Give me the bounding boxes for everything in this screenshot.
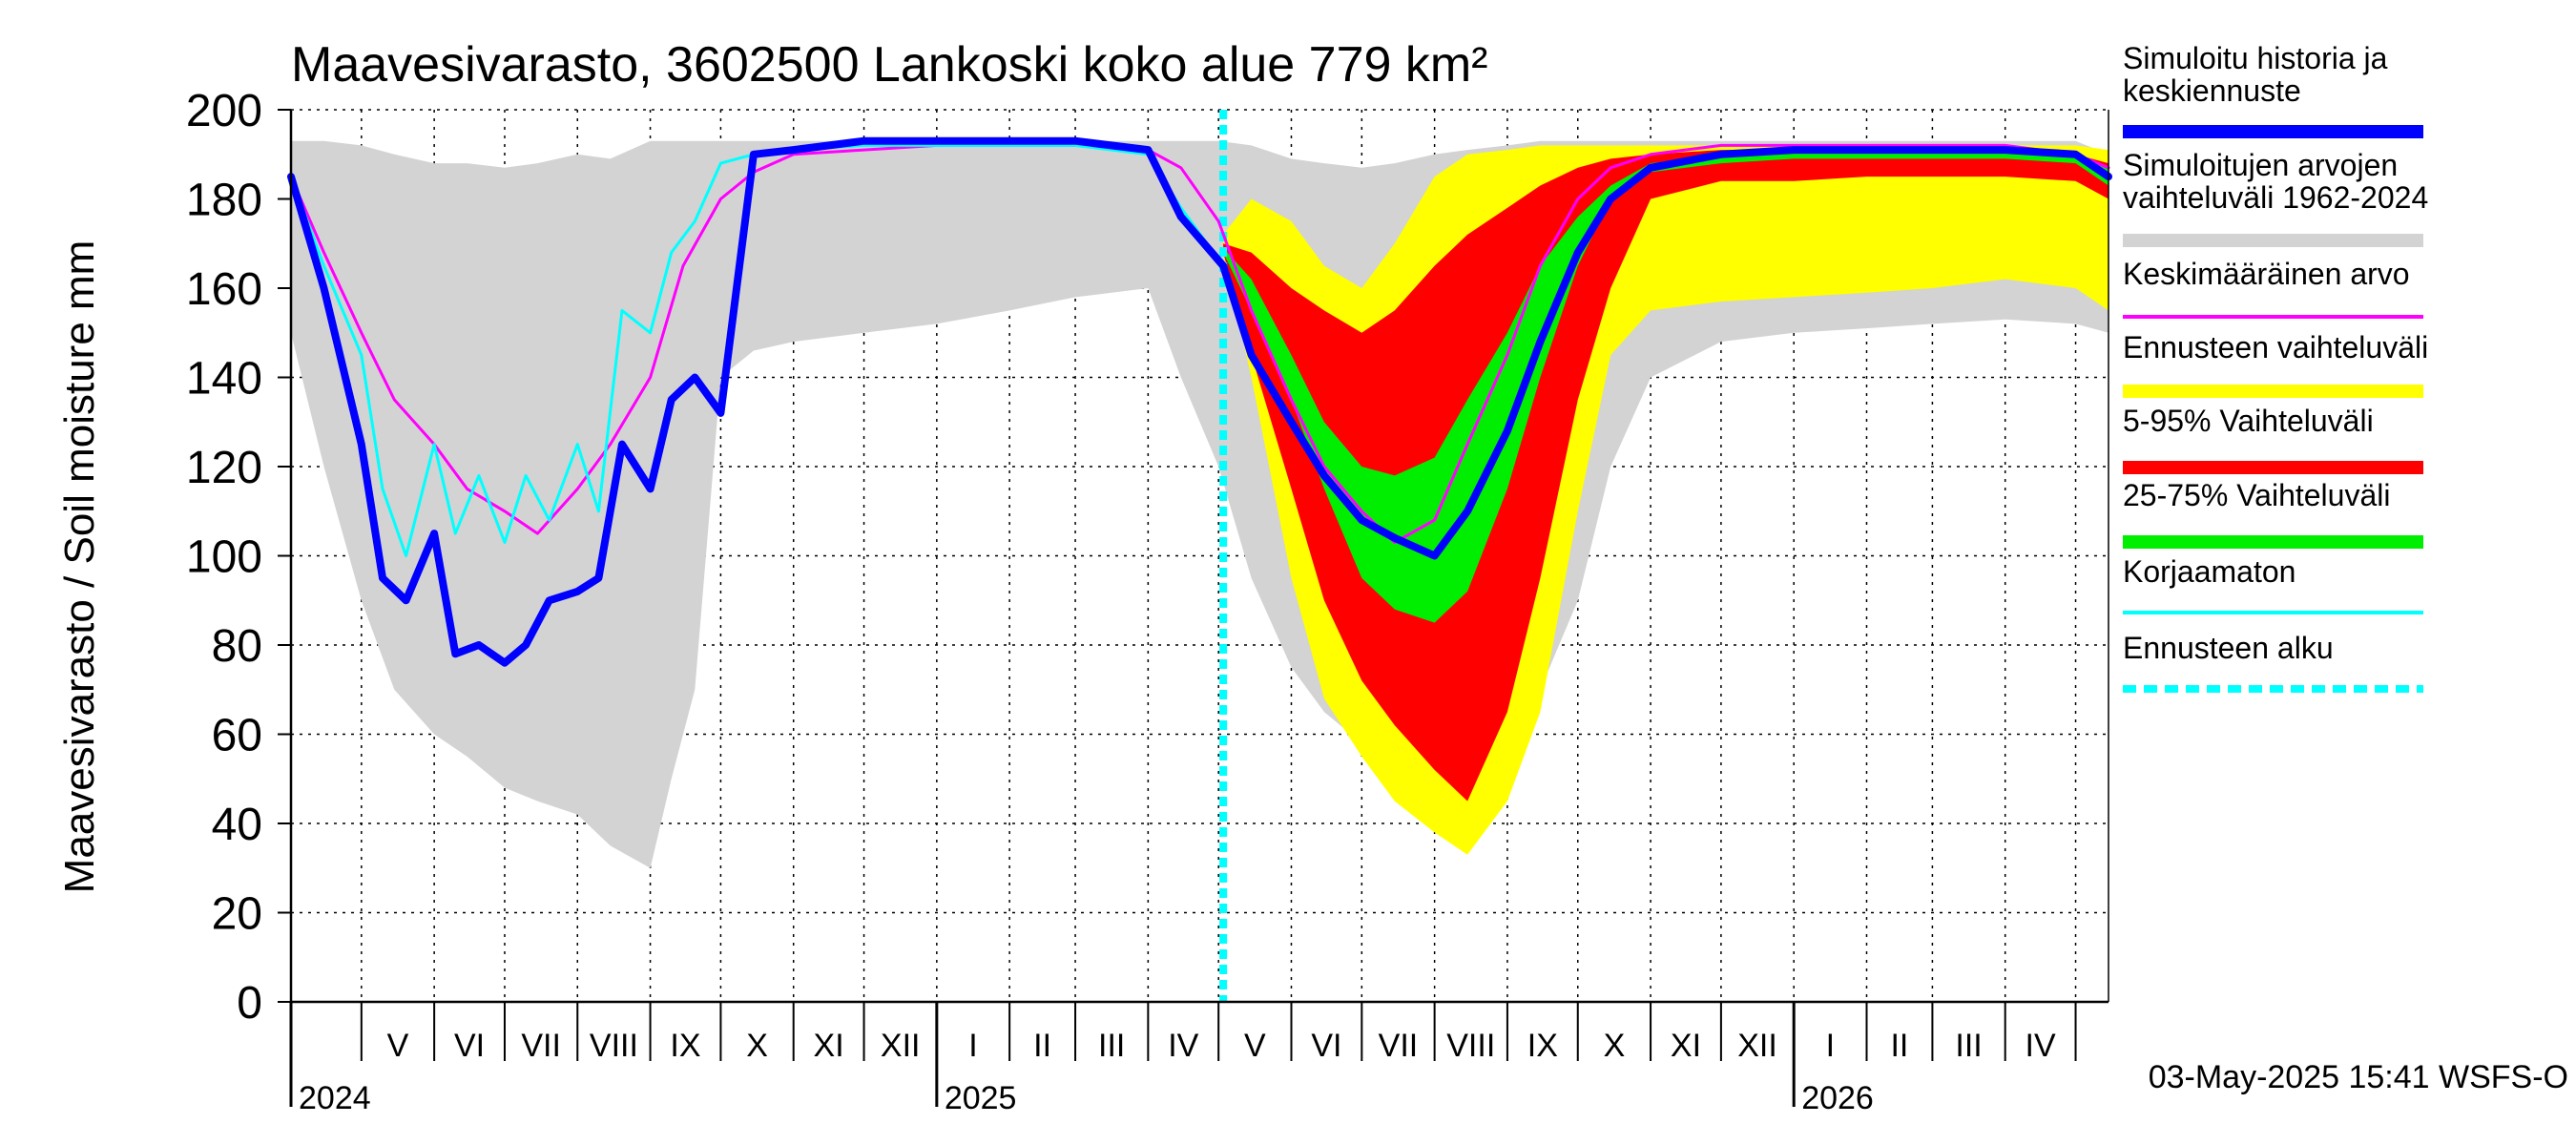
legend-label: keskiennuste <box>2123 73 2301 108</box>
series-line <box>287 136 2112 667</box>
band-area <box>1223 150 2109 623</box>
legend-label: 25-75% Vaihteluväli <box>2123 478 2390 512</box>
year-label: 2024 <box>299 1080 371 1116</box>
month-label: IV <box>2025 1028 2056 1064</box>
legend-label: vaihteluväli 1962-2024 <box>2123 180 2428 215</box>
month-label: II <box>1033 1028 1051 1064</box>
month-label: IX <box>670 1028 700 1064</box>
month-label: X <box>1604 1028 1626 1064</box>
band-area <box>1223 150 2109 802</box>
legend-label: Simuloitujen arvojen <box>2123 148 2398 182</box>
month-label: VII <box>521 1028 561 1064</box>
month-label: I <box>1826 1028 1835 1064</box>
month-label: III <box>1098 1028 1125 1064</box>
y-tick-label: 160 <box>186 264 262 315</box>
month-label: III <box>1955 1028 1982 1064</box>
month-label: VII <box>1379 1028 1419 1064</box>
month-label: VIII <box>1446 1028 1495 1064</box>
y-tick-label: 60 <box>212 711 262 761</box>
month-label: V <box>1244 1028 1266 1064</box>
legend-label: 5-95% Vaihteluväli <box>2123 404 2374 438</box>
y-tick-label: 200 <box>186 86 262 136</box>
legend-label: Keskimääräinen arvo <box>2123 257 2410 291</box>
month-label: VIII <box>590 1028 638 1064</box>
y-tick-label: 120 <box>186 443 262 493</box>
year-label: 2025 <box>945 1080 1017 1116</box>
month-label: XI <box>1671 1028 1701 1064</box>
month-label: IX <box>1527 1028 1558 1064</box>
series-lines <box>287 110 2112 1002</box>
legend-label: Korjaamaton <box>2123 554 2296 589</box>
series-line <box>289 143 2110 544</box>
y-tick-label: 80 <box>212 621 262 672</box>
month-label: X <box>746 1028 768 1064</box>
y-axis-label: Maavesivarasto / Soil moisture mm <box>56 240 103 894</box>
month-label: V <box>387 1028 409 1064</box>
month-label: XI <box>814 1028 844 1064</box>
legend-label: Ennusteen vaihteluväli <box>2123 330 2428 364</box>
legend-label: Simuloitu historia ja <box>2123 41 2388 75</box>
legend-label: Ennusteen alku <box>2123 631 2334 665</box>
y-tick-label: 0 <box>237 978 262 1029</box>
month-label: XII <box>1737 1028 1777 1064</box>
month-label: VI <box>454 1028 485 1064</box>
y-tick-label: 180 <box>186 176 262 226</box>
timestamp-footer: 03-May-2025 15:41 WSFS-O <box>2149 1059 2568 1095</box>
chart-title: Maavesivarasto, 3602500 Lankoski koko al… <box>291 37 1488 93</box>
y-tick-label: 100 <box>186 532 262 583</box>
y-tick-label: 140 <box>186 354 262 405</box>
y-tick-label: 20 <box>212 889 262 940</box>
month-label: II <box>1890 1028 1908 1064</box>
month-label: VI <box>1311 1028 1341 1064</box>
series-line <box>289 143 1225 557</box>
month-label: XII <box>881 1028 921 1064</box>
y-tick-label: 40 <box>212 800 262 850</box>
month-label: I <box>968 1028 977 1064</box>
month-label: IV <box>1168 1028 1198 1064</box>
band-areas <box>291 140 2109 868</box>
band-area <box>291 140 2109 868</box>
year-label: 2026 <box>1801 1080 1874 1116</box>
